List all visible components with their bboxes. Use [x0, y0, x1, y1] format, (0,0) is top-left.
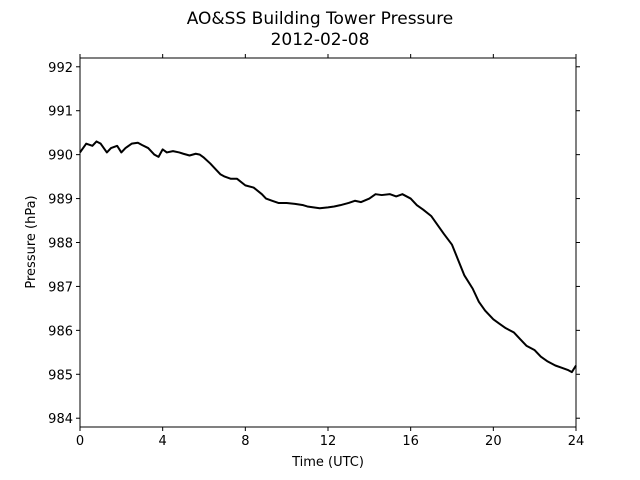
chart-title: AO&SS Building Tower Pressure — [187, 9, 454, 29]
y-tick-label: 989 — [48, 193, 73, 208]
y-axis-ticks: 984 985 986 987 988 989 990 991 992 — [48, 61, 580, 427]
x-axis-ticks: 0 4 8 12 16 20 24 — [76, 54, 584, 449]
x-tick-label: 16 — [402, 434, 419, 449]
x-tick-label: 24 — [568, 434, 585, 449]
y-tick-label: 988 — [48, 237, 73, 252]
x-tick-label: 4 — [159, 434, 167, 449]
x-tick-label: 20 — [485, 434, 502, 449]
y-axis-label: Pressure (hPa) — [24, 195, 39, 288]
x-tick-label: 8 — [241, 434, 249, 449]
y-tick-label: 990 — [48, 149, 73, 164]
x-tick-label: 0 — [76, 434, 84, 449]
y-tick-label: 986 — [48, 324, 73, 339]
y-tick-label: 991 — [48, 105, 73, 120]
y-tick-label: 985 — [48, 368, 73, 383]
x-tick-label: 12 — [320, 434, 337, 449]
y-tick-label: 987 — [48, 280, 73, 295]
plot-frame — [79, 57, 577, 428]
x-axis-label: Time (UTC) — [291, 455, 364, 470]
pressure-series-line — [79, 140, 577, 374]
y-tick-label: 984 — [48, 412, 73, 427]
y-tick-label: 992 — [48, 61, 73, 76]
chart-subtitle: 2012-02-08 — [271, 30, 370, 50]
